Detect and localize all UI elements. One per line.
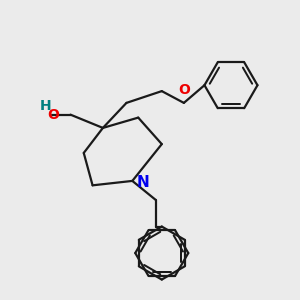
- Text: N: N: [137, 175, 149, 190]
- Text: H: H: [40, 99, 51, 113]
- Text: O: O: [178, 83, 190, 97]
- Text: O: O: [47, 108, 59, 122]
